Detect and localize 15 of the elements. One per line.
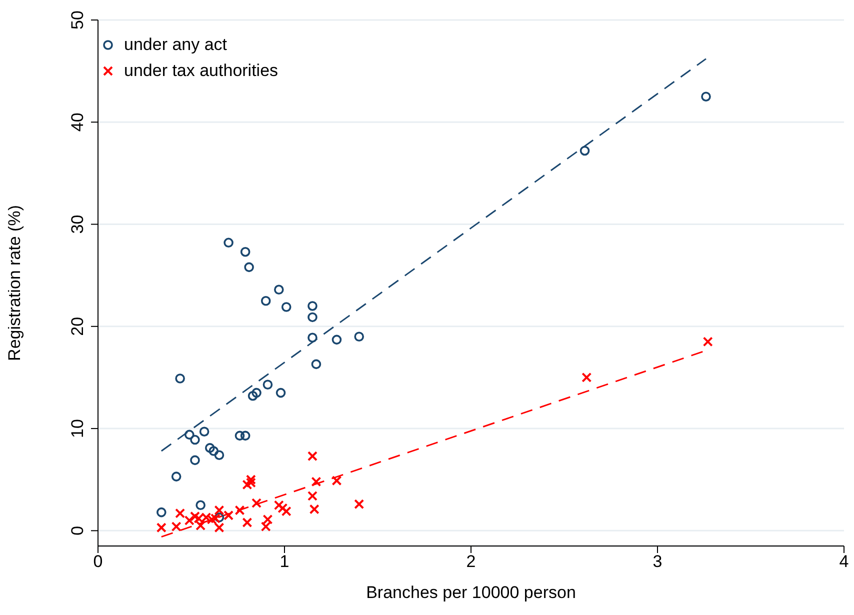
x-tick-label: 2 (466, 552, 476, 572)
y-tick-label: 40 (68, 112, 87, 132)
x-tick-label: 0 (93, 552, 103, 572)
y-tick-label: 50 (68, 10, 87, 30)
y-tick-label: 0 (68, 526, 87, 536)
legend-label: under any act (124, 35, 228, 55)
x-tick-label: 1 (280, 552, 290, 572)
y-tick-label: 30 (68, 214, 87, 234)
y-tick-label: 20 (68, 316, 87, 336)
legend-label: under tax authorities (124, 61, 278, 81)
y-axis-title: Registration rate (%) (5, 205, 24, 361)
x-tick-label: 4 (839, 552, 849, 572)
y-tick-label: 10 (68, 419, 87, 438)
x-axis-title: Branches per 10000 person (366, 583, 576, 602)
x-tick-label: 3 (652, 552, 662, 572)
